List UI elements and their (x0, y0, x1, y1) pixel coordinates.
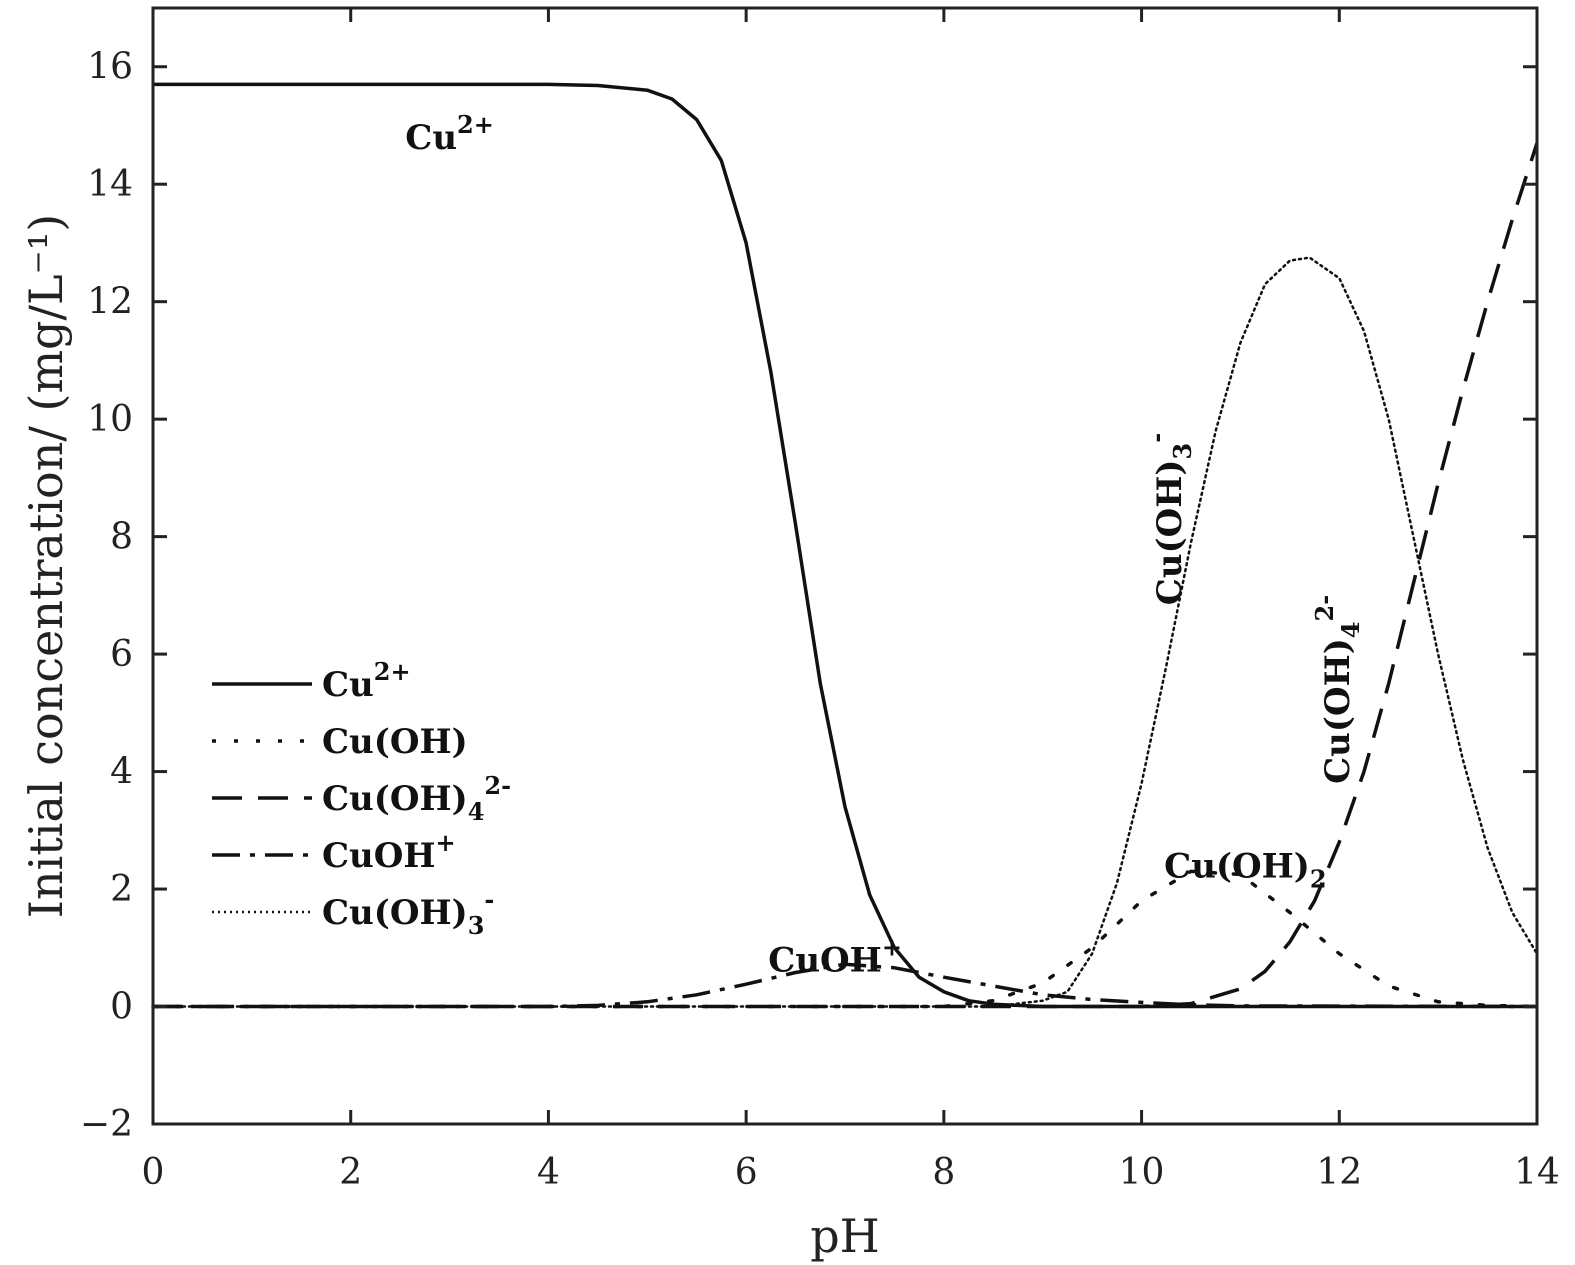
x-tick-label: 8 (932, 1152, 955, 1193)
annotation-group-cuoh3: Cu(OH)3- (1142, 433, 1197, 605)
legend-label: Cu(OH) (322, 722, 468, 762)
annotations: Cu2+ CuOH+ Cu(OH)2 Cu(OH)3- Cu(OH)42- (405, 110, 1365, 980)
series-line-cu-oh-4-2 (153, 142, 1539, 1009)
y-tick-label: 2 (110, 869, 133, 910)
y-tick-label: −2 (80, 1104, 133, 1145)
x-tick-label: 14 (1514, 1152, 1560, 1193)
y-tick-label: 6 (110, 634, 133, 675)
series-line-cuoh (153, 962, 1538, 1009)
series-line-cu2 (153, 82, 1537, 1009)
x-tick-label: 12 (1316, 1152, 1362, 1193)
x-tick-label: 6 (735, 1152, 758, 1193)
legend-label: Cu(OH)42- (322, 771, 511, 826)
annotation-group-cuoh4: Cu(OH)42- (1310, 595, 1365, 784)
x-tick-label: 0 (142, 1152, 165, 1193)
annotation-cuoh: CuOH+ (768, 932, 902, 980)
y-tick-label: 0 (110, 987, 133, 1028)
y-tick-label: 10 (87, 399, 133, 440)
y-tick-label: 12 (87, 282, 133, 323)
plot-frame (151, 6, 1539, 1126)
x-axis-title: pH (810, 1209, 880, 1263)
series-layer (151, 82, 1539, 1009)
x-tick-label: 10 (1119, 1152, 1165, 1193)
y-tick-label: 8 (110, 517, 133, 558)
legend-label: CuOH+ (322, 828, 456, 876)
annotation-cuoh4: Cu(OH)42- (1310, 595, 1365, 784)
annotation-cuoh3: Cu(OH)3- (1142, 433, 1197, 605)
y-tick-label: 4 (110, 752, 133, 793)
x-tick-label: 2 (339, 1152, 362, 1193)
annotation-cuoh2: Cu(OH)2 (1164, 846, 1326, 893)
series-line-cu-oh-2 (151, 869, 1539, 1009)
legend-label: Cu2+ (322, 657, 411, 705)
y-tick-label: 14 (87, 164, 133, 205)
legend: Cu2+ Cu(OH) Cu(OH)42-CuOH+ Cu(OH)3- (212, 657, 511, 940)
annotation-cu2: Cu2+ (405, 110, 494, 158)
x-tick-label: 4 (537, 1152, 560, 1193)
legend-label: Cu(OH)3- (322, 885, 494, 940)
y-tick-label: 16 (87, 47, 133, 88)
series-line-cu-oh-3 (151, 256, 1539, 1008)
y-axis-title: Initial concentration/ (mg/L⁻¹) (19, 214, 73, 918)
